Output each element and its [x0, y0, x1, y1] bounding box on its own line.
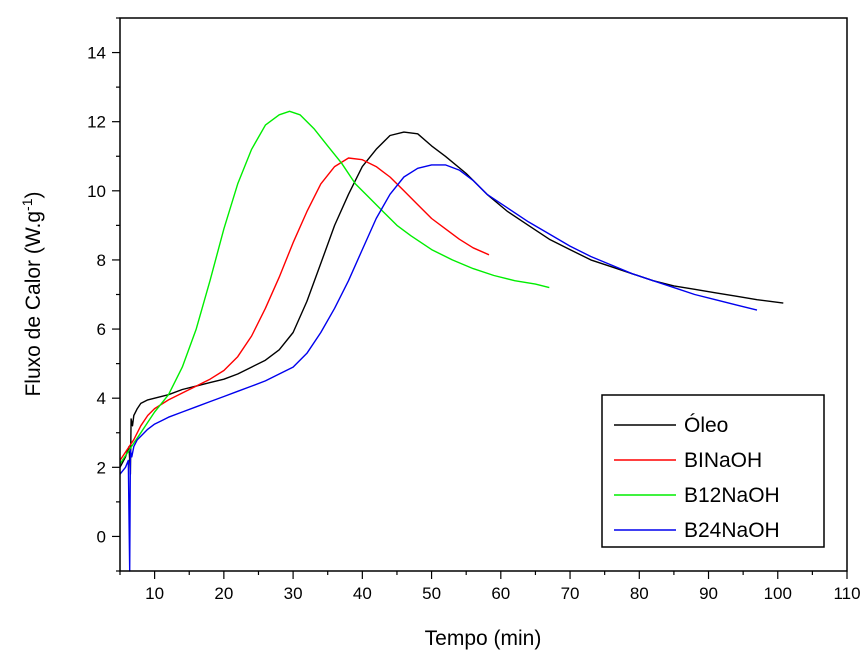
- x-axis: 10 20 30 40 50 60 70 80 90 100 110: [119, 571, 861, 603]
- x-axis-title: Tempo (min): [425, 627, 542, 650]
- y-axis-title-main: Fluxo de Calor (W.g: [22, 211, 45, 397]
- legend-label-2: B12NaOH: [684, 484, 780, 507]
- y-tick-label: 8: [97, 251, 106, 270]
- series-line-1: [119, 157, 490, 461]
- y-tick-label: 0: [97, 527, 106, 546]
- series-line-3: [119, 164, 758, 572]
- x-tick-label: 80: [630, 584, 649, 603]
- y-axis-title-end: ): [22, 191, 45, 198]
- x-tick-label: 10: [145, 584, 164, 603]
- legend-label-1: BINaOH: [684, 449, 762, 472]
- x-tick-label: 30: [284, 584, 303, 603]
- x-tick-label: 50: [422, 584, 441, 603]
- y-tick-label: 14: [87, 44, 106, 63]
- series-line-2: [119, 110, 550, 465]
- legend-box: [601, 394, 825, 548]
- y-axis-title: Fluxo de Calor (W.g-1): [19, 191, 45, 396]
- x-tick-label: 110: [833, 584, 860, 603]
- y-tick-label: 10: [87, 182, 106, 201]
- x-tick-label: 40: [353, 584, 372, 603]
- legend-label-0: Óleo: [684, 414, 728, 437]
- series-layer: [119, 110, 784, 572]
- legend-label-3: B24NaOH: [684, 519, 780, 542]
- y-tick-label: 4: [97, 389, 106, 408]
- y-tick-label: 2: [97, 458, 106, 477]
- x-tick-label: 100: [764, 584, 792, 603]
- y-axis-title-sup: -1: [19, 198, 35, 211]
- x-tick-label: 90: [699, 584, 718, 603]
- y-axis: 0 2 4 6 8 10 12 14: [87, 17, 120, 572]
- legend: Óleo BINaOH B12NaOH B24NaOH: [601, 394, 825, 548]
- x-tick-label: 60: [491, 584, 510, 603]
- x-tick-label: 70: [561, 584, 580, 603]
- x-tick-label: 20: [214, 584, 233, 603]
- y-tick-label: 12: [87, 113, 106, 132]
- y-tick-label: 6: [97, 320, 106, 339]
